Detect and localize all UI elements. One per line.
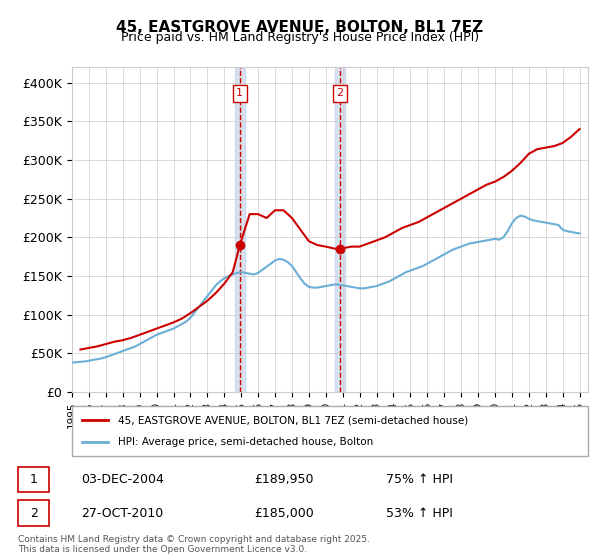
Text: Price paid vs. HM Land Registry's House Price Index (HPI): Price paid vs. HM Land Registry's House … (121, 31, 479, 44)
Bar (335, 67, 345, 392)
Text: £189,950: £189,950 (254, 473, 313, 486)
FancyBboxPatch shape (72, 406, 588, 456)
Text: 2: 2 (336, 88, 343, 98)
Text: 75% ↑ HPI: 75% ↑ HPI (386, 473, 454, 486)
Text: 27-OCT-2010: 27-OCT-2010 (81, 507, 163, 520)
Text: Contains HM Land Registry data © Crown copyright and database right 2025.
This d: Contains HM Land Registry data © Crown c… (18, 535, 370, 554)
FancyBboxPatch shape (18, 466, 49, 492)
Text: HPI: Average price, semi-detached house, Bolton: HPI: Average price, semi-detached house,… (118, 437, 374, 447)
Text: 2: 2 (29, 507, 38, 520)
Text: 53% ↑ HPI: 53% ↑ HPI (386, 507, 453, 520)
Bar (235, 67, 245, 392)
Text: 03-DEC-2004: 03-DEC-2004 (81, 473, 164, 486)
Text: 1: 1 (29, 473, 38, 486)
FancyBboxPatch shape (18, 500, 49, 526)
Text: £185,000: £185,000 (254, 507, 314, 520)
Text: 45, EASTGROVE AVENUE, BOLTON, BL1 7EZ (semi-detached house): 45, EASTGROVE AVENUE, BOLTON, BL1 7EZ (s… (118, 415, 469, 425)
Text: 1: 1 (236, 88, 244, 98)
Text: 45, EASTGROVE AVENUE, BOLTON, BL1 7EZ: 45, EASTGROVE AVENUE, BOLTON, BL1 7EZ (116, 20, 484, 35)
